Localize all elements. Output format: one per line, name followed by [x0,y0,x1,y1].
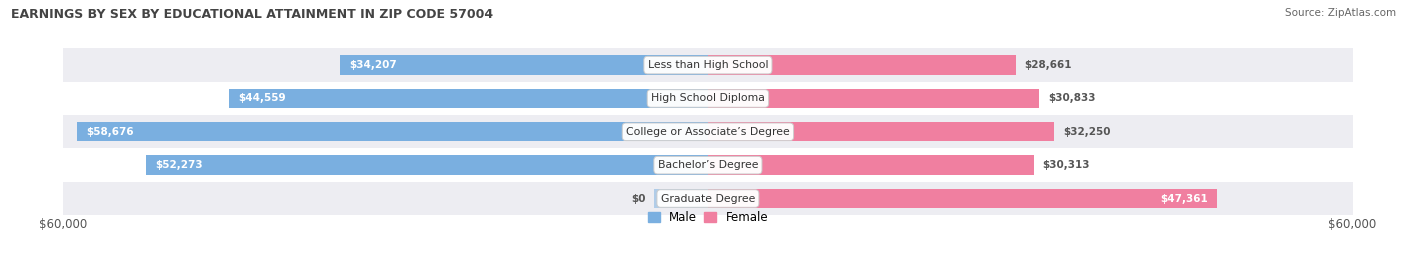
Bar [63,182,1353,215]
Bar [707,122,1054,141]
Text: $58,676: $58,676 [86,127,134,137]
Text: Source: ZipAtlas.com: Source: ZipAtlas.com [1285,8,1396,18]
Text: $52,273: $52,273 [155,160,202,170]
Text: High School Diploma: High School Diploma [651,93,765,104]
Text: $34,207: $34,207 [349,60,396,70]
Bar [63,48,1353,82]
Text: College or Associate’s Degree: College or Associate’s Degree [626,127,790,137]
Bar [707,89,1039,108]
Text: $28,661: $28,661 [1025,60,1071,70]
Bar [63,115,1353,148]
Bar [340,55,707,75]
Bar [654,189,707,208]
Text: $47,361: $47,361 [1160,193,1208,204]
Text: $44,559: $44,559 [238,93,285,104]
Bar [146,155,707,175]
Bar [707,55,1017,75]
Text: Graduate Degree: Graduate Degree [661,193,755,204]
Bar [63,148,1353,182]
Text: EARNINGS BY SEX BY EDUCATIONAL ATTAINMENT IN ZIP CODE 57004: EARNINGS BY SEX BY EDUCATIONAL ATTAINMEN… [11,8,494,21]
Bar [229,89,707,108]
Bar [707,155,1033,175]
Bar [77,122,707,141]
Bar [707,189,1216,208]
Legend: Male, Female: Male, Female [643,206,773,229]
Text: $0: $0 [631,193,645,204]
Text: Less than High School: Less than High School [648,60,768,70]
Bar [63,82,1353,115]
Text: $32,250: $32,250 [1063,127,1111,137]
Text: Bachelor’s Degree: Bachelor’s Degree [658,160,758,170]
Text: $30,313: $30,313 [1042,160,1090,170]
Text: $30,833: $30,833 [1047,93,1095,104]
